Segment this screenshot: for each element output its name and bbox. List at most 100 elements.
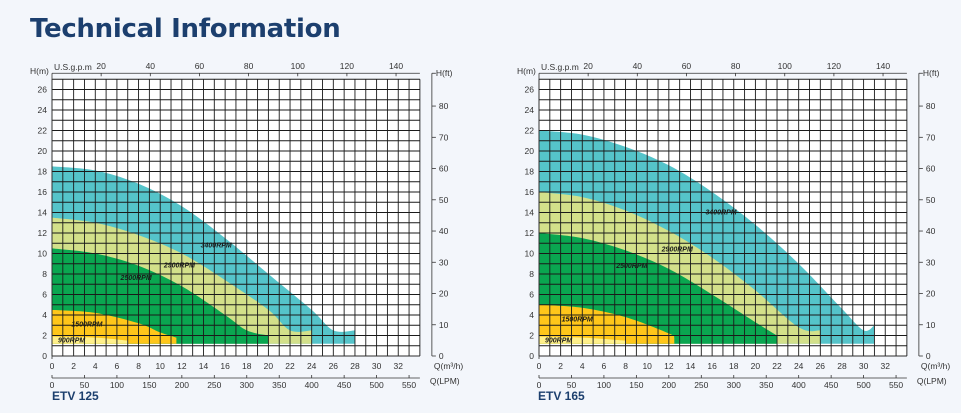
y-tick-label: 24 bbox=[38, 105, 48, 115]
right-tick-label: 50 bbox=[926, 195, 936, 205]
y-tick-label: 8 bbox=[529, 269, 534, 279]
right-tick-label: 30 bbox=[439, 257, 449, 267]
y-tick-label: 24 bbox=[525, 105, 535, 115]
top-axis-label-usgpm: U.S.g.p.m bbox=[541, 62, 579, 72]
right-tick-label: 10 bbox=[439, 320, 449, 330]
y-tick-label: 26 bbox=[525, 85, 535, 95]
curve-label-900rpm: 900RPM bbox=[58, 338, 85, 345]
lpm-tick-label: 0 bbox=[537, 380, 542, 390]
lpm-tick-label: 100 bbox=[597, 380, 611, 390]
y-tick-label: 14 bbox=[525, 208, 535, 218]
performance-chart-etv-165: 3400RPM2900RPM2500RPM1500RPM900RPM024681… bbox=[517, 61, 950, 390]
x-tick-label: 8 bbox=[623, 361, 628, 371]
x-tick-label: 0 bbox=[50, 361, 55, 371]
y-tick-label: 2 bbox=[42, 331, 47, 341]
x-tick-label: 30 bbox=[372, 361, 382, 371]
lpm-tick-label: 150 bbox=[629, 380, 643, 390]
lpm-tick-label: 300 bbox=[240, 380, 254, 390]
lpm-tick-label: 350 bbox=[759, 380, 773, 390]
x-tick-label: 28 bbox=[837, 361, 847, 371]
x-tick-label: 26 bbox=[816, 361, 826, 371]
x-tick-label: 14 bbox=[686, 361, 696, 371]
right-tick-label: 80 bbox=[926, 101, 936, 111]
lpm-tick-label: 150 bbox=[142, 380, 156, 390]
right-tick-label: 40 bbox=[926, 226, 936, 236]
x-tick-label: 20 bbox=[264, 361, 274, 371]
curve-label-3400rpm: 3400RPM bbox=[201, 242, 232, 249]
x-tick-label: 14 bbox=[199, 361, 209, 371]
y-tick-label: 12 bbox=[525, 228, 535, 238]
x2-axis-label-q-lpm: Q(LPM) bbox=[917, 376, 947, 386]
x-tick-label: 30 bbox=[859, 361, 869, 371]
top-tick-label: 100 bbox=[778, 61, 792, 71]
top-tick-label: 60 bbox=[682, 61, 692, 71]
x-tick-label: 12 bbox=[664, 361, 674, 371]
x-tick-label: 32 bbox=[394, 361, 404, 371]
top-tick-label: 100 bbox=[291, 61, 305, 71]
lpm-tick-label: 350 bbox=[272, 380, 286, 390]
top-tick-label: 60 bbox=[195, 61, 205, 71]
y-tick-label: 22 bbox=[38, 126, 48, 136]
lpm-tick-label: 500 bbox=[370, 380, 384, 390]
x-tick-label: 24 bbox=[307, 361, 317, 371]
y-tick-label: 10 bbox=[38, 249, 48, 259]
grid-lines bbox=[51, 78, 421, 357]
lpm-tick-label: 250 bbox=[694, 380, 708, 390]
curve-label-1500rpm: 1500RPM bbox=[562, 317, 593, 324]
right-tick-label: 30 bbox=[926, 257, 936, 267]
right-tick-label: 10 bbox=[926, 320, 936, 330]
grid-lines bbox=[538, 78, 908, 357]
performance-chart-etv-125: 3400RPM2900RPM2500RPM1500RPM900RPM024681… bbox=[30, 61, 463, 390]
lpm-tick-label: 50 bbox=[80, 380, 90, 390]
top-tick-label: 140 bbox=[389, 61, 403, 71]
curve-area-900rpm bbox=[52, 336, 128, 344]
x-tick-label: 24 bbox=[794, 361, 804, 371]
right-tick-label: 0 bbox=[926, 351, 931, 361]
chart-model-label-etv-125: ETV 125 bbox=[52, 389, 99, 403]
top-tick-label: 80 bbox=[731, 61, 741, 71]
right-tick-label: 20 bbox=[926, 289, 936, 299]
right-tick-label: 50 bbox=[439, 195, 449, 205]
y-tick-label: 6 bbox=[42, 290, 47, 300]
top-tick-label: 20 bbox=[96, 61, 106, 71]
x-tick-label: 4 bbox=[580, 361, 585, 371]
x-tick-label: 12 bbox=[177, 361, 187, 371]
y-tick-label: 20 bbox=[38, 146, 48, 156]
curve-area-1500rpm bbox=[539, 304, 675, 344]
y-axis-label-h-m: H(m) bbox=[30, 66, 49, 76]
lpm-tick-label: 200 bbox=[662, 380, 676, 390]
x-tick-label: 8 bbox=[136, 361, 141, 371]
top-tick-label: 20 bbox=[583, 61, 593, 71]
lpm-tick-label: 50 bbox=[567, 380, 577, 390]
x-tick-label: 10 bbox=[642, 361, 652, 371]
x-tick-label: 22 bbox=[772, 361, 782, 371]
y-tick-label: 16 bbox=[525, 187, 535, 197]
y-tick-label: 6 bbox=[529, 290, 534, 300]
y-tick-label: 0 bbox=[42, 351, 47, 361]
y-tick-label: 4 bbox=[529, 310, 534, 320]
curve-label-3400rpm: 3400RPM bbox=[705, 210, 736, 217]
lpm-tick-label: 250 bbox=[207, 380, 221, 390]
x-axis-label-q-m3h: Q(m³/h) bbox=[434, 361, 463, 371]
x-tick-label: 6 bbox=[115, 361, 120, 371]
lpm-tick-label: 300 bbox=[727, 380, 741, 390]
chart-model-label-etv-165: ETV 165 bbox=[538, 389, 585, 403]
right-axis-label-h-ft: H(ft) bbox=[923, 68, 940, 78]
lpm-tick-label: 550 bbox=[402, 380, 416, 390]
right-tick-label: 80 bbox=[439, 101, 449, 111]
top-axis-label-usgpm: U.S.g.p.m bbox=[54, 62, 92, 72]
x-tick-label: 26 bbox=[329, 361, 339, 371]
right-tick-label: 70 bbox=[926, 132, 936, 142]
y-tick-label: 12 bbox=[38, 228, 48, 238]
x-tick-label: 4 bbox=[93, 361, 98, 371]
x-tick-label: 10 bbox=[155, 361, 165, 371]
y-tick-label: 0 bbox=[529, 351, 534, 361]
x-tick-label: 16 bbox=[220, 361, 230, 371]
lpm-tick-label: 0 bbox=[50, 380, 55, 390]
x-tick-label: 0 bbox=[537, 361, 542, 371]
x-tick-label: 2 bbox=[558, 361, 563, 371]
x-axis-label-q-m3h: Q(m³/h) bbox=[921, 361, 950, 371]
lpm-tick-label: 450 bbox=[824, 380, 838, 390]
lpm-tick-label: 550 bbox=[889, 380, 903, 390]
right-tick-label: 60 bbox=[926, 164, 936, 174]
